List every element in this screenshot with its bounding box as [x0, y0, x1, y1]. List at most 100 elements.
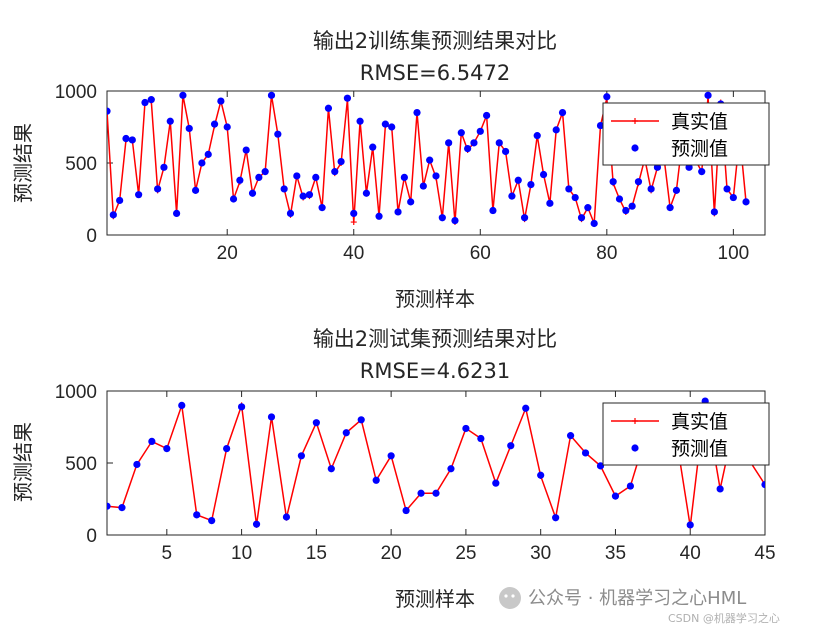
- train-pred-point: [375, 212, 383, 220]
- train-pred-point: [350, 209, 358, 217]
- train-pred-point: [704, 91, 712, 99]
- train-pred-point: [229, 195, 238, 203]
- test-y-tick-label: 0: [86, 526, 97, 547]
- train-pred-point: [204, 150, 212, 158]
- test-pred-point: [342, 429, 350, 437]
- train-pred-point: [318, 204, 326, 212]
- train-legend-box: [602, 102, 770, 166]
- train-pred-point: [419, 182, 427, 190]
- test-pred-point: [387, 452, 395, 460]
- train-pred-point: [400, 173, 408, 181]
- test-pred-point: [537, 471, 545, 479]
- train-pred-point: [520, 214, 529, 222]
- test-pred-point: [372, 476, 380, 484]
- train-x-tick-label: 20: [217, 243, 238, 264]
- train-pred-point: [154, 185, 162, 193]
- train-pred-point: [274, 130, 282, 138]
- train-pred-point: [476, 127, 484, 135]
- train-pred-point: [514, 176, 522, 184]
- test-legend-pred-marker: [631, 444, 639, 452]
- watermark-subtext: CSDN @机器学习之心: [668, 611, 780, 625]
- test-x-tick-label: 30: [530, 543, 551, 564]
- test-pred-point: [552, 514, 560, 522]
- train-pred-point: [324, 104, 333, 112]
- test-pred-point: [133, 460, 141, 469]
- train-x-axis-label: 预测样本: [395, 287, 475, 311]
- train-pred-point: [394, 208, 402, 216]
- train-pred-point: [160, 163, 168, 171]
- train-pred-point: [191, 186, 200, 194]
- test-x-tick-label: 15: [306, 543, 327, 564]
- test-pred-point: [297, 452, 306, 460]
- test-pred-point: [716, 485, 724, 493]
- train-pred-point: [508, 192, 516, 200]
- train-pred-point: [609, 178, 617, 186]
- test-x-tick-label: 10: [231, 543, 252, 564]
- test-pred-point: [312, 419, 320, 427]
- test-x-axis-label: 预测样本: [395, 587, 475, 611]
- train-pred-point: [685, 163, 693, 171]
- test-pred-point: [477, 434, 485, 443]
- test-chart-title: 输出2测试集预测结果对比: [313, 327, 557, 351]
- train-pred-point: [723, 185, 731, 193]
- train-pred-point: [571, 193, 579, 202]
- test-pred-point: [148, 437, 156, 445]
- train-pred-point: [470, 139, 478, 147]
- train-pred-point: [483, 111, 491, 120]
- watermark: 公众号 · 机器学习之心HML CSDN @机器学习之心: [499, 587, 780, 625]
- train-legend-true-label: 真实值: [671, 111, 728, 133]
- test-pred-point: [507, 442, 515, 450]
- test-subplot: 输出2测试集预测结果对比 RMSE=4.6231 预测样本 预测结果 5 10 15…: [11, 327, 776, 611]
- test-pred-point: [596, 462, 605, 470]
- train-pred-point: [432, 172, 440, 180]
- train-pred-point: [381, 120, 389, 128]
- train-pred-point: [565, 185, 573, 193]
- train-pred-point: [198, 159, 206, 167]
- train-pred-point: [603, 93, 611, 101]
- test-pred-point: [163, 445, 171, 453]
- test-pred-point: [432, 489, 440, 497]
- test-legend-box: [602, 402, 770, 466]
- train-pred-point: [116, 196, 124, 205]
- test-pred-point: [522, 404, 530, 412]
- train-pred-point: [166, 117, 174, 125]
- test-x-tick-label: 5: [162, 543, 173, 564]
- train-pred-point: [558, 109, 567, 117]
- train-pred-point: [546, 199, 554, 207]
- train-pred-point: [729, 193, 737, 202]
- test-legend-true-label: 真实值: [671, 411, 728, 433]
- train-pred-point: [248, 189, 257, 197]
- train-pred-point: [584, 204, 592, 212]
- train-x-tick-label: 100: [718, 243, 750, 264]
- test-pred-point: [223, 445, 231, 453]
- train-pred-point: [698, 168, 706, 176]
- test-legend-pred-label: 预测值: [671, 438, 728, 460]
- test-pred-point: [417, 489, 425, 497]
- test-x-tick-label: 25: [455, 543, 476, 564]
- train-pred-point: [438, 214, 446, 222]
- train-pred-point: [179, 91, 187, 99]
- train-pred-point: [286, 209, 295, 217]
- test-pred-point: [626, 482, 635, 490]
- wechat-icon-eye-right: [511, 594, 515, 598]
- train-pred-point: [653, 163, 662, 171]
- train-pred-point: [710, 208, 718, 216]
- train-pred-point: [147, 96, 155, 104]
- train-pred-point: [255, 173, 263, 181]
- train-pred-point: [210, 120, 219, 128]
- test-pred-point: [267, 413, 276, 421]
- train-pred-point: [242, 146, 250, 154]
- train-pred-point: [267, 91, 276, 99]
- train-pred-point: [343, 94, 352, 102]
- train-y-tick-label: 1000: [55, 82, 97, 103]
- train-pred-point: [299, 192, 307, 200]
- train-pred-point: [495, 139, 503, 147]
- train-y-axis-label: 预测结果: [11, 123, 35, 203]
- test-pred-point: [282, 513, 291, 521]
- train-subplot: 输出2训练集预测结果对比 RMSE=6.5472 预测样本 预测结果 20 40 6…: [11, 29, 770, 311]
- train-pred-point: [615, 195, 624, 203]
- test-pred-point: [761, 481, 765, 489]
